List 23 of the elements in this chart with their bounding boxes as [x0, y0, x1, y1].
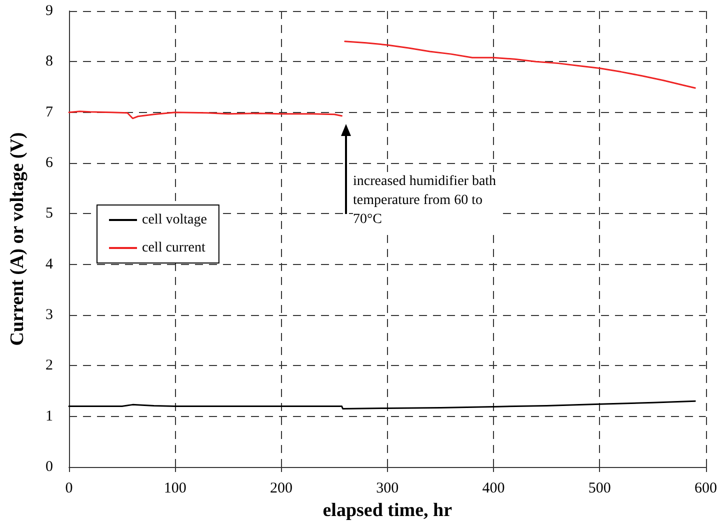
x-tick-label: 600	[694, 480, 717, 496]
x-tick-label: 400	[482, 480, 505, 496]
x-tick-label: 200	[270, 480, 292, 496]
y-tick-label: 1	[46, 408, 53, 424]
annotation: increased humidifier bath temperature from 60 to 70°C	[353, 174, 500, 227]
y-tick-label: 8	[46, 54, 53, 70]
x-tick-label: 500	[588, 480, 611, 496]
y-tick-label: 3	[46, 307, 53, 323]
legend-label: cell voltage	[142, 212, 207, 228]
x-tick-label: 100	[164, 480, 186, 496]
y-tick-label: 9	[46, 3, 53, 19]
y-tick-label: 0	[46, 459, 53, 475]
y-tick-label: 2	[46, 358, 53, 374]
y-tick-label: 6	[46, 155, 54, 171]
y-tick-label: 7	[46, 104, 54, 120]
x-tick-label: 300	[376, 480, 399, 496]
y-tick-label: 5	[46, 206, 53, 222]
y-tick-label: 4	[46, 256, 54, 272]
x-tick-label: 0	[65, 480, 73, 496]
legend-label: cell current	[142, 240, 206, 256]
x-axis-title: elapsed time, hr	[322, 500, 453, 521]
line-series	[68, 400, 696, 410]
y-axis-title: Current (A) or voltage (V)	[7, 132, 28, 346]
